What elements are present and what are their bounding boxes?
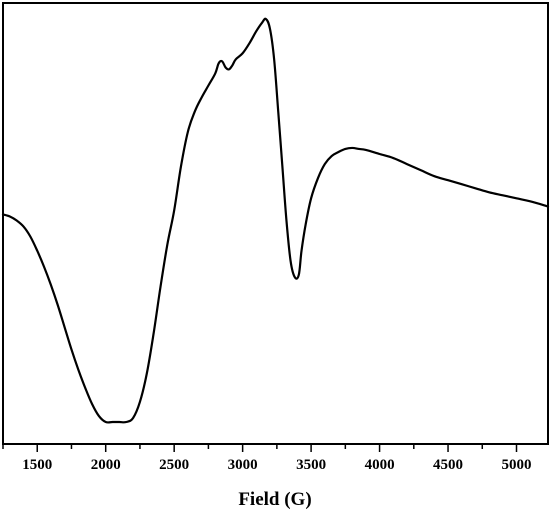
x-tick-label: 4500 xyxy=(433,457,463,473)
x-axis-tick-labels: 1500 2000 2500 3000 3500 4000 4500 5000 xyxy=(22,457,531,473)
x-axis-ticks xyxy=(2,444,518,452)
x-tick-label: 4000 xyxy=(365,457,395,473)
plot-frame xyxy=(2,2,549,445)
x-tick-label: 5000 xyxy=(502,457,532,473)
x-axis-label: Field (G) xyxy=(238,489,311,510)
x-tick-label: 2500 xyxy=(159,457,189,473)
x-tick-label: 2000 xyxy=(91,457,121,473)
x-tick-label: 3500 xyxy=(296,457,326,473)
x-tick-label: 3000 xyxy=(228,457,258,473)
series-line xyxy=(1,17,550,424)
x-tick-label: 1500 xyxy=(22,457,52,473)
